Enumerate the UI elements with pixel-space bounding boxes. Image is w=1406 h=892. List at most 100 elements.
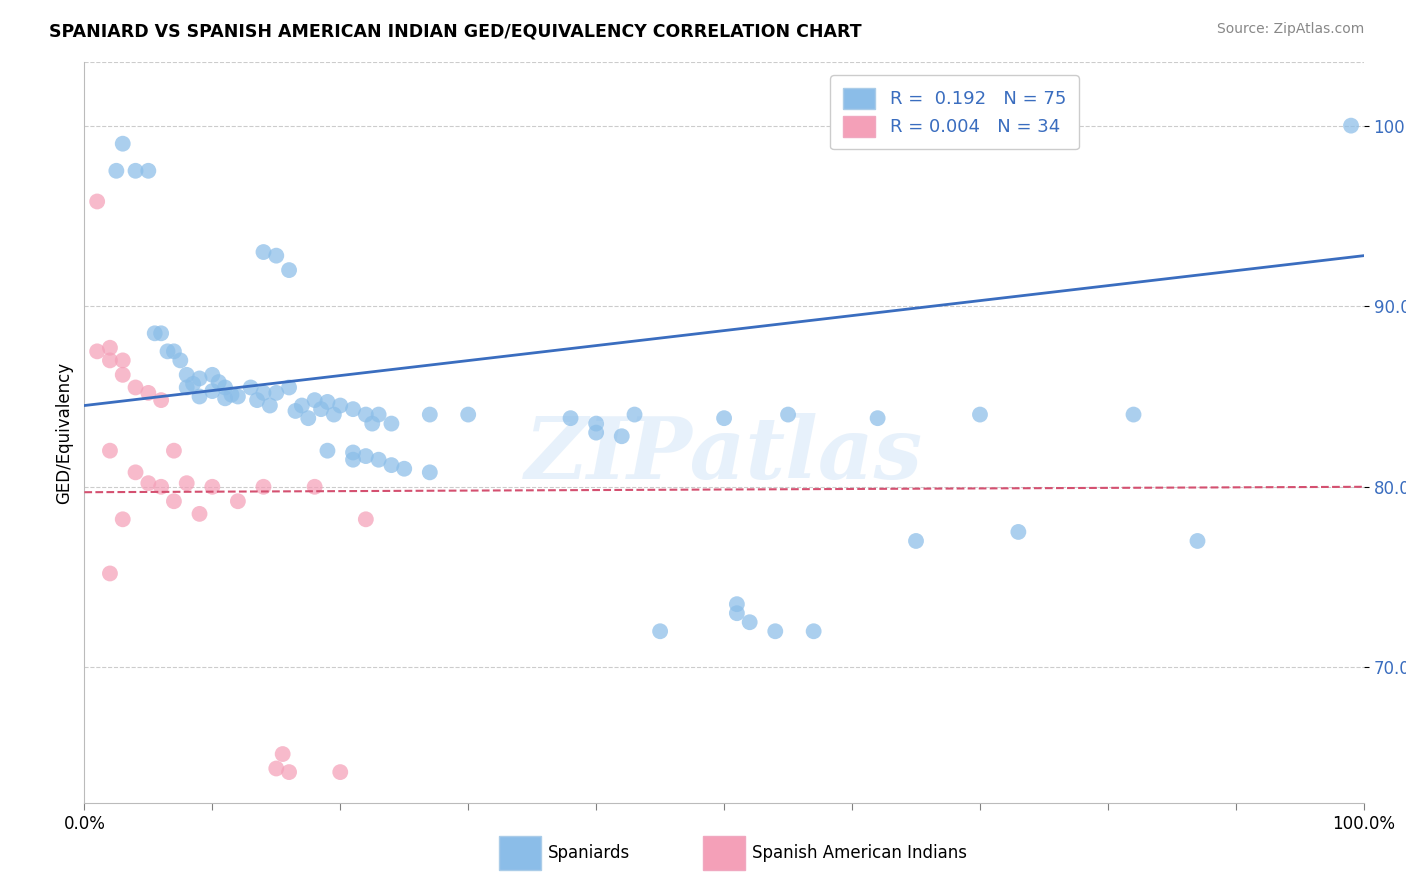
Point (105, 163, 128, 178)
Point (138, 476, 160, 491)
Point (1340, 119, 1362, 133)
Point (866, 411, 889, 425)
Point (316, 395, 339, 409)
Point (1122, 408, 1144, 422)
Point (316, 443, 339, 458)
Point (111, 136, 134, 151)
Point (163, 443, 186, 458)
Point (284, 404, 307, 418)
Point (138, 163, 160, 178)
Point (124, 163, 146, 178)
Point (86, 344, 108, 359)
Point (380, 458, 402, 472)
Point (394, 461, 416, 475)
Point (322, 408, 344, 422)
Point (264, 249, 288, 263)
Point (367, 452, 389, 467)
Point (111, 368, 134, 382)
Point (905, 533, 928, 548)
Point (650, 624, 672, 639)
Point (188, 390, 211, 404)
Text: Source: ZipAtlas.com: Source: ZipAtlas.com (1216, 22, 1364, 37)
Point (278, 765, 301, 780)
Point (419, 466, 441, 480)
Point (226, 494, 249, 508)
Point (201, 368, 224, 382)
Point (246, 393, 269, 408)
Point (778, 408, 800, 422)
Point (98, 341, 121, 355)
Point (271, 747, 294, 761)
Point (252, 385, 274, 400)
Point (124, 466, 146, 480)
Point (361, 417, 384, 431)
Point (150, 393, 173, 408)
Text: Spanish American Indians: Spanish American Indians (752, 844, 967, 862)
Point (713, 411, 735, 425)
Point (419, 408, 441, 422)
Y-axis label: GED/Equivalency: GED/Equivalency (55, 361, 73, 504)
Point (201, 384, 224, 398)
Point (342, 402, 364, 417)
Point (623, 408, 645, 422)
Point (143, 326, 166, 341)
Point (98, 353, 121, 368)
Point (156, 344, 179, 359)
Text: Spaniards: Spaniards (548, 844, 630, 862)
Point (354, 408, 377, 422)
Point (304, 480, 326, 494)
Legend: R =  0.192   N = 75, R = 0.004   N = 34: R = 0.192 N = 75, R = 0.004 N = 34 (830, 75, 1078, 149)
Point (610, 429, 633, 443)
Point (297, 411, 319, 425)
Point (98, 443, 121, 458)
Point (725, 606, 748, 620)
Point (163, 344, 186, 359)
Point (138, 385, 160, 400)
Point (725, 597, 748, 611)
Point (354, 449, 377, 463)
Point (309, 402, 332, 417)
Point (208, 375, 231, 389)
Point (188, 371, 211, 385)
Point (150, 326, 173, 341)
Point (278, 380, 301, 394)
Point (560, 411, 582, 425)
Point (1187, 533, 1209, 548)
Point (111, 512, 134, 526)
Point (214, 380, 236, 394)
Point (176, 380, 198, 394)
Point (259, 399, 281, 413)
Point (803, 624, 825, 639)
Point (176, 368, 198, 382)
Text: SPANIARD VS SPANISH AMERICAN INDIAN GED/EQUIVALENCY CORRELATION CHART: SPANIARD VS SPANISH AMERICAN INDIAN GED/… (49, 22, 862, 40)
Point (252, 480, 274, 494)
Point (329, 765, 352, 780)
Point (181, 376, 204, 391)
Point (264, 385, 288, 400)
Point (169, 353, 191, 368)
Point (86, 194, 108, 209)
Point (226, 390, 249, 404)
Point (367, 408, 389, 422)
Point (188, 507, 211, 521)
Point (342, 445, 364, 459)
Point (457, 408, 479, 422)
Point (1007, 524, 1029, 539)
Point (264, 762, 288, 776)
Point (214, 392, 236, 406)
Point (278, 263, 301, 277)
Point (124, 380, 146, 394)
Point (111, 353, 134, 368)
Point (201, 480, 224, 494)
Point (163, 494, 186, 508)
Point (380, 417, 402, 431)
Point (763, 624, 786, 639)
Text: ZIPatlas: ZIPatlas (524, 413, 924, 497)
Point (98, 566, 121, 581)
Point (342, 452, 364, 467)
Point (252, 245, 274, 260)
Point (969, 408, 991, 422)
Point (150, 480, 173, 494)
Point (291, 399, 314, 413)
Point (585, 417, 607, 431)
